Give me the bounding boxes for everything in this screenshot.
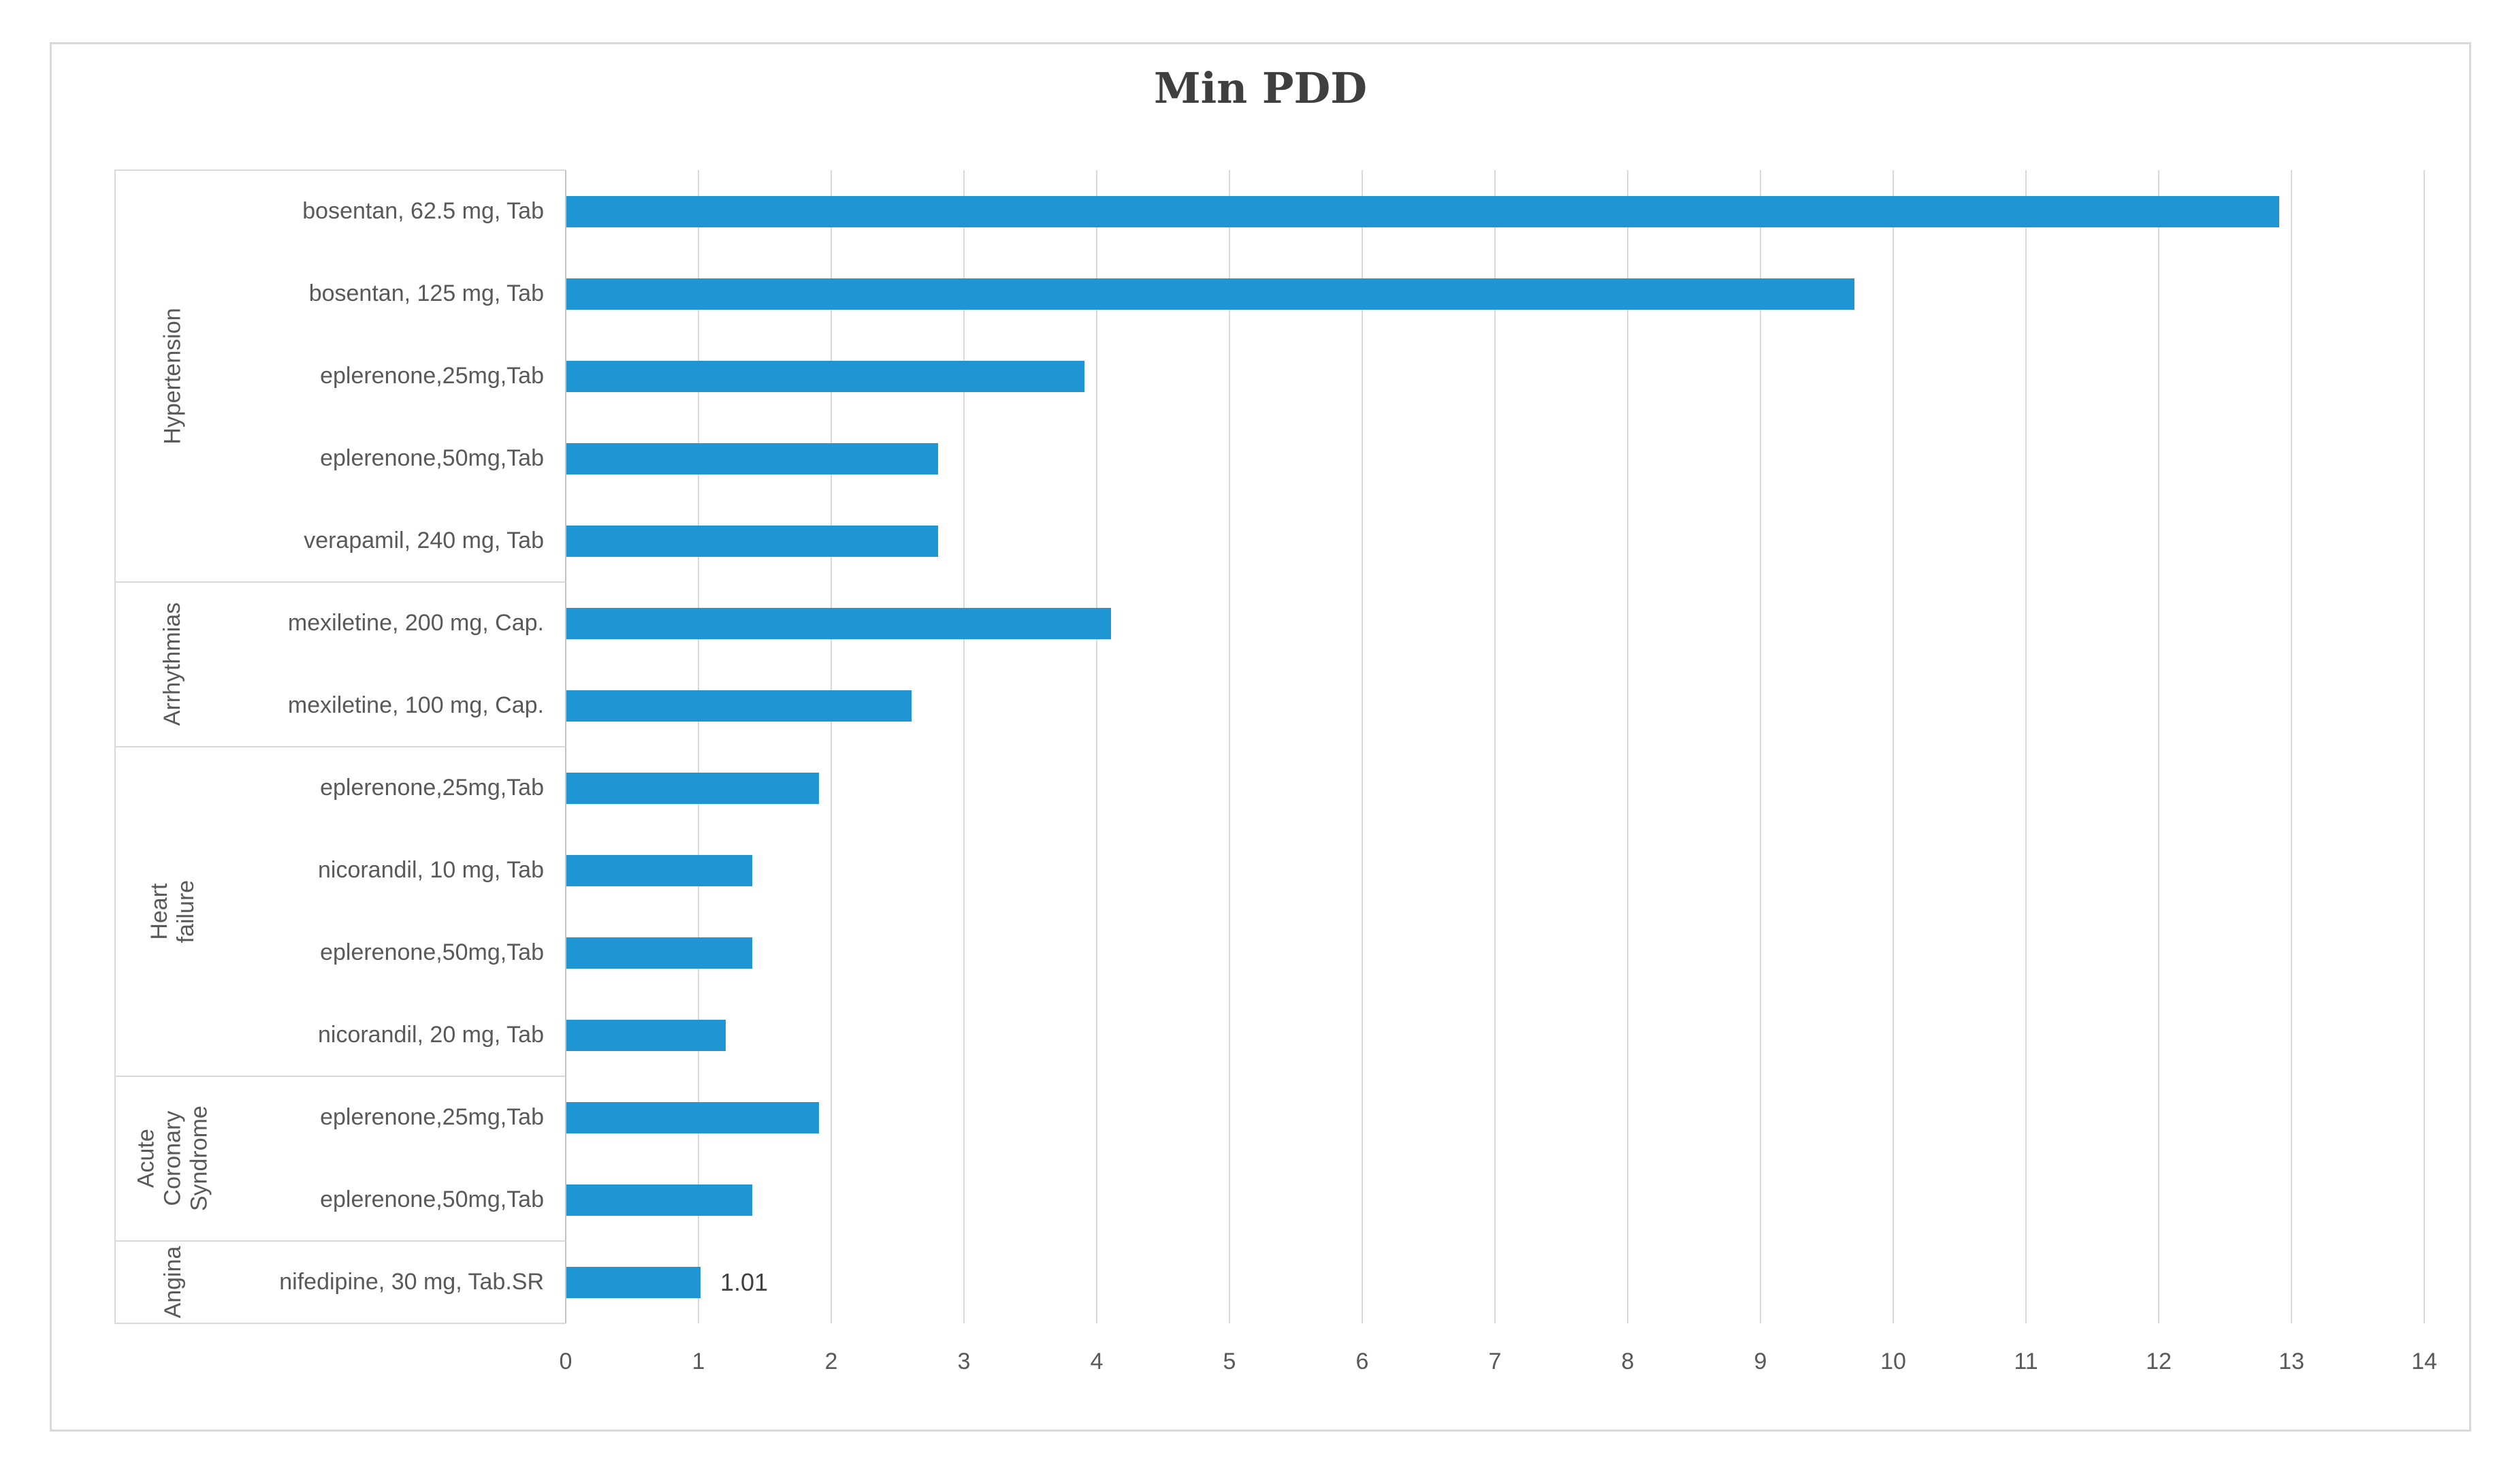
x-axis-tick-label: 5 xyxy=(1223,1349,1236,1374)
category-label: eplerenone,50mg,Tab xyxy=(320,939,544,965)
category-label: eplerenone,25mg,Tab xyxy=(320,1104,544,1130)
group-separator-line xyxy=(114,1076,566,1077)
category-label: eplerenone,50mg,Tab xyxy=(320,445,544,471)
group-label: Acute Coronary Syndrome xyxy=(133,1106,212,1212)
bar xyxy=(566,1019,726,1051)
category-label: bosentan, 62.5 mg, Tab xyxy=(302,198,544,224)
group-label: Arrhythmias xyxy=(159,602,186,726)
category-label: eplerenone,25mg,Tab xyxy=(320,363,544,389)
group-separator-line xyxy=(114,1240,566,1242)
value-axis-line xyxy=(565,170,566,1323)
bar xyxy=(566,1266,701,1298)
bar-data-label: 1.01 xyxy=(720,1268,769,1296)
x-axis-tick-label: 7 xyxy=(1488,1349,1502,1374)
gridline xyxy=(2025,170,2027,1323)
bar xyxy=(566,854,752,886)
chart-frame: Min PDD 1.01 bosentan, 62.5 mg, Tab bosen… xyxy=(50,42,2471,1432)
x-axis-tick-label: 14 xyxy=(2411,1349,2437,1374)
bar xyxy=(566,690,912,722)
group-separator-line xyxy=(114,746,566,747)
group-label: Hypertension xyxy=(159,308,186,445)
x-axis-tick-label: 2 xyxy=(824,1349,838,1374)
bar xyxy=(566,1184,752,1216)
gridline xyxy=(963,170,965,1323)
bar xyxy=(566,278,1854,310)
group-separator-line xyxy=(114,170,566,171)
bar xyxy=(566,772,819,804)
x-axis-tick-label: 12 xyxy=(2146,1349,2172,1374)
bar xyxy=(566,937,752,969)
category-label: nicorandil, 20 mg, Tab xyxy=(317,1022,544,1048)
x-axis-tick-label: 11 xyxy=(2014,1349,2038,1374)
gridline xyxy=(1096,170,1097,1323)
x-axis-tick-label: 3 xyxy=(957,1349,971,1374)
group-label: Angina xyxy=(159,1246,186,1319)
gridline xyxy=(831,170,832,1323)
bar xyxy=(566,607,1111,639)
category-axis-border xyxy=(114,170,116,1323)
gridline xyxy=(1893,170,1894,1323)
group-label: Heart failure xyxy=(146,880,199,943)
gridline xyxy=(1627,170,1628,1323)
gridline xyxy=(1229,170,1230,1323)
gridline xyxy=(698,170,699,1323)
x-axis-tick-label: 8 xyxy=(1621,1349,1635,1374)
group-label-box: Arrhythmias xyxy=(114,582,231,747)
category-label: eplerenone,50mg,Tab xyxy=(320,1187,544,1212)
bar xyxy=(566,525,938,557)
gridline xyxy=(1494,170,1496,1323)
group-label-box: Hypertension xyxy=(114,170,231,582)
category-label: nifedipine, 30 mg, Tab.SR xyxy=(279,1269,544,1295)
gridline xyxy=(1760,170,1761,1323)
x-axis-tick-label: 0 xyxy=(559,1349,573,1374)
category-label: mexiletine, 200 mg, Cap. xyxy=(287,610,544,636)
gridline xyxy=(1362,170,1363,1323)
bar xyxy=(566,360,1084,392)
category-label: verapamil, 240 mg, Tab xyxy=(304,528,544,553)
category-label: eplerenone,25mg,Tab xyxy=(320,775,544,801)
category-label: nicorandil, 10 mg, Tab xyxy=(317,857,544,883)
x-axis-tick-label: 1 xyxy=(692,1349,705,1374)
category-label: bosentan, 125 mg, Tab xyxy=(308,280,544,306)
gridline xyxy=(2291,170,2292,1323)
bar xyxy=(566,195,2279,227)
bar xyxy=(566,442,938,474)
group-separator-line xyxy=(114,1323,566,1324)
group-separator-line xyxy=(114,581,566,583)
group-label-box: Acute Coronary Syndrome xyxy=(114,1076,231,1241)
x-axis-tick-label: 9 xyxy=(1754,1349,1767,1374)
group-label-box: Heart failure xyxy=(114,747,231,1076)
chart-title: Min PDD xyxy=(1154,63,1367,113)
gridline xyxy=(2158,170,2159,1323)
category-label: mexiletine, 100 mg, Cap. xyxy=(287,692,544,718)
x-axis-tick-label: 10 xyxy=(1880,1349,1906,1374)
x-axis-tick-label: 6 xyxy=(1355,1349,1369,1374)
group-label-box: Angina xyxy=(114,1241,231,1323)
bar xyxy=(566,1101,819,1133)
gridline xyxy=(2424,170,2425,1323)
x-axis-tick-label: 4 xyxy=(1090,1349,1104,1374)
x-axis-tick-label: 13 xyxy=(2279,1349,2304,1374)
